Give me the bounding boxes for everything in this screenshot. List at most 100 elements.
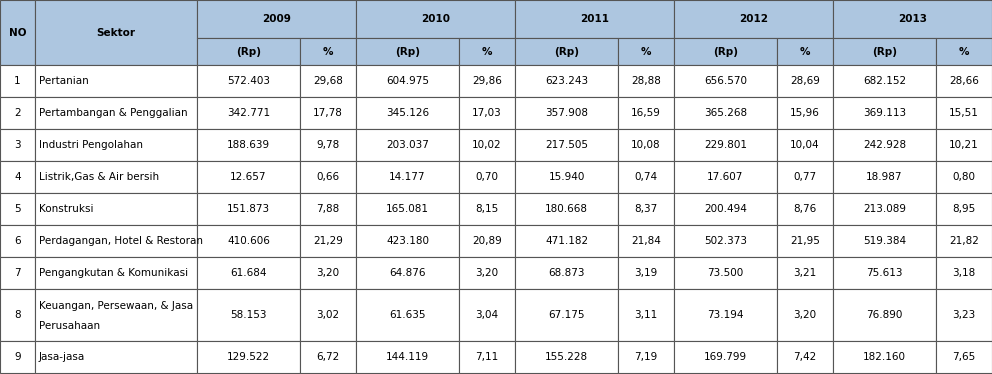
Bar	[777, 65, 833, 97]
Bar	[0, 341, 35, 373]
Bar	[300, 193, 356, 225]
Text: %: %	[322, 46, 333, 56]
Text: 75.613: 75.613	[866, 268, 903, 278]
Text: 29,86: 29,86	[472, 76, 502, 86]
Bar	[300, 65, 356, 97]
Bar	[674, 289, 777, 341]
Bar	[777, 161, 833, 193]
Bar	[35, 129, 197, 161]
Bar	[833, 97, 936, 129]
Bar	[936, 97, 992, 129]
Text: 17.607: 17.607	[707, 172, 744, 182]
Bar	[833, 0, 992, 38]
Bar	[35, 161, 197, 193]
Text: 2010: 2010	[421, 14, 450, 24]
Bar	[300, 129, 356, 161]
Bar	[35, 193, 197, 225]
Bar	[300, 257, 356, 289]
Bar	[936, 341, 992, 373]
Bar	[515, 65, 618, 97]
Text: 471.182: 471.182	[545, 236, 588, 246]
Bar	[0, 193, 35, 225]
Bar	[618, 193, 674, 225]
Bar	[618, 225, 674, 257]
Bar	[459, 38, 515, 65]
Bar	[35, 0, 197, 65]
Bar	[0, 225, 35, 257]
Bar	[35, 225, 197, 257]
Text: Pengangkutan & Komunikasi: Pengangkutan & Komunikasi	[39, 268, 188, 278]
Text: 180.668: 180.668	[545, 204, 588, 214]
Bar	[674, 65, 777, 97]
Text: (Rp): (Rp)	[236, 46, 261, 56]
Text: 2009: 2009	[262, 14, 291, 24]
Bar	[515, 289, 618, 341]
Bar	[197, 0, 356, 38]
Text: %: %	[800, 46, 810, 56]
Bar	[833, 129, 936, 161]
Text: 169.799: 169.799	[704, 352, 747, 362]
Bar	[777, 225, 833, 257]
Text: 3,23: 3,23	[952, 310, 975, 320]
Text: 14.177: 14.177	[389, 172, 426, 182]
Text: 0,77: 0,77	[794, 172, 816, 182]
Bar	[936, 129, 992, 161]
Bar	[197, 225, 300, 257]
Text: NO: NO	[9, 28, 26, 37]
Text: 365.268: 365.268	[704, 108, 747, 118]
Text: 1: 1	[14, 76, 21, 86]
Bar	[515, 0, 674, 38]
Text: 3,21: 3,21	[794, 268, 816, 278]
Bar	[515, 193, 618, 225]
Text: 342.771: 342.771	[227, 108, 270, 118]
Text: 2013: 2013	[898, 14, 927, 24]
Bar	[356, 129, 459, 161]
Bar	[35, 65, 197, 97]
Bar	[618, 161, 674, 193]
Bar	[197, 193, 300, 225]
Text: 3,04: 3,04	[475, 310, 499, 320]
Bar	[197, 129, 300, 161]
Text: 67.175: 67.175	[549, 310, 584, 320]
Text: 61.635: 61.635	[389, 310, 426, 320]
Bar	[674, 225, 777, 257]
Text: 213.089: 213.089	[863, 204, 906, 214]
Bar	[515, 97, 618, 129]
Bar	[515, 225, 618, 257]
Bar	[459, 65, 515, 97]
Text: 15,51: 15,51	[949, 108, 979, 118]
Text: 572.403: 572.403	[227, 76, 270, 86]
Bar	[674, 161, 777, 193]
Text: 165.081: 165.081	[386, 204, 429, 214]
Bar	[936, 289, 992, 341]
Bar	[356, 97, 459, 129]
Bar	[833, 193, 936, 225]
Bar	[356, 225, 459, 257]
Text: 17,78: 17,78	[313, 108, 343, 118]
Bar	[674, 38, 777, 65]
Text: 7,88: 7,88	[316, 204, 339, 214]
Bar	[197, 257, 300, 289]
Bar	[35, 289, 197, 341]
Text: 17,03: 17,03	[472, 108, 502, 118]
Bar	[35, 97, 197, 129]
Text: 3,20: 3,20	[794, 310, 816, 320]
Bar	[777, 38, 833, 65]
Bar	[674, 257, 777, 289]
Text: 21,29: 21,29	[313, 236, 343, 246]
Text: (Rp): (Rp)	[713, 46, 738, 56]
Bar	[777, 129, 833, 161]
Text: 8,76: 8,76	[794, 204, 816, 214]
Text: 200.494: 200.494	[704, 204, 747, 214]
Bar	[833, 257, 936, 289]
Bar	[356, 257, 459, 289]
Text: 7: 7	[14, 268, 21, 278]
Text: 3: 3	[14, 140, 21, 150]
Text: 144.119: 144.119	[386, 352, 430, 362]
Bar	[833, 341, 936, 373]
Text: Perusahaan: Perusahaan	[39, 321, 100, 331]
Bar	[618, 257, 674, 289]
Text: 242.928: 242.928	[863, 140, 906, 150]
Text: 3,18: 3,18	[952, 268, 975, 278]
Bar	[356, 289, 459, 341]
